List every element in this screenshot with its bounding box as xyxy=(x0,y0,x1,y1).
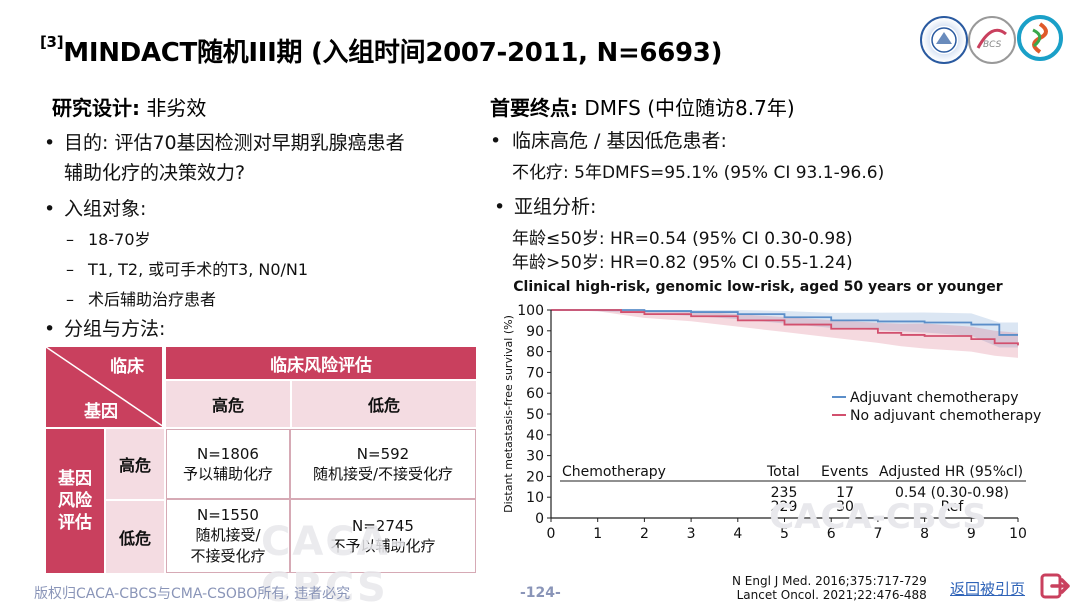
risk-table-header: Total xyxy=(766,464,800,480)
endpoint-heading: 首要终点: DMFS (中位随访8.7年) xyxy=(490,92,795,121)
svg-text:BCS: BCS xyxy=(983,40,1002,50)
enroll-bullet: • 入组对象: xyxy=(44,198,147,220)
ci-band xyxy=(551,310,1018,348)
spiral-logo xyxy=(1016,14,1063,61)
corner-label-genomic: 基因 xyxy=(84,402,118,422)
references: N Engl J Med. 2016;375:717-729 Lancet On… xyxy=(732,574,927,602)
purpose-line2: 辅助化疗的决策效力? xyxy=(64,162,246,184)
risk-table-events: 30 xyxy=(836,499,854,515)
cell-low-low: N=2745 不予以辅助化疗 xyxy=(290,499,476,573)
row-header-low: 低危 xyxy=(106,501,164,573)
legend-label: No adjuvant chemotherapy xyxy=(850,408,1041,424)
x-tick-label: 3 xyxy=(687,526,696,542)
series-line-no-chemo xyxy=(551,309,1019,346)
x-tick-label: 9 xyxy=(967,526,976,542)
reference-2: Lancet Oncol. 2021;22:476-488 xyxy=(736,588,927,602)
table-corner: 临床 基因 xyxy=(46,347,164,427)
y-tick-label: 90 xyxy=(526,324,544,340)
endpoint-label: 首要终点: xyxy=(490,96,578,120)
list-item: – T1, T2, 或可手术的T3, N0/N1 xyxy=(66,260,309,279)
slide-title: [3]MINDACT随机III期 (入组时间2007-2011, N=6693) xyxy=(40,32,722,69)
x-tick-label: 5 xyxy=(780,526,789,542)
b1-label: 临床高危 / 基因低危患者: xyxy=(512,130,727,152)
y-tick-label: 50 xyxy=(526,407,544,423)
enroll-list: –18-70岁 – T1, T2, 或可手术的T3, N0/N1 – 术后辅助治疗患… xyxy=(66,227,466,313)
x-tick-label: 1 xyxy=(593,526,602,542)
x-tick-label: 0 xyxy=(547,526,556,542)
b2-line2: 年龄>50岁: HR=0.82 (95% CI 0.55-1.24) xyxy=(512,253,853,273)
y-tick-label: 10 xyxy=(526,490,544,506)
risk-table-events: 17 xyxy=(836,485,854,501)
cell-high-high: N=1806 予以辅助化疗 xyxy=(166,429,290,499)
title-text: MINDACT随机III期 (入组时间2007-2011, N=6693) xyxy=(63,38,723,68)
y-tick-label: 40 xyxy=(526,428,544,444)
b2-bullet: • 亚组分析: xyxy=(494,196,597,218)
back-link[interactable]: 返回被引页 xyxy=(950,580,1026,598)
chart-title: Clinical high-risk, genomic low-risk, ag… xyxy=(513,279,1003,295)
risk-table-header: Chemotherapy xyxy=(562,464,666,480)
y-tick-label: 80 xyxy=(526,345,544,361)
x-tick-label: 6 xyxy=(827,526,836,542)
purpose-line1: 目的: 评估70基因检测对早期乳腺癌患者 xyxy=(64,132,405,154)
exit-arrow-icon[interactable] xyxy=(1040,572,1072,600)
table-watermark: CACA-CBCS xyxy=(261,519,409,611)
risk-table-total: 235 xyxy=(771,485,798,501)
x-tick-label: 8 xyxy=(920,526,929,542)
group-bullet: • 分组与方法: xyxy=(44,318,166,340)
design-value: 非劣效 xyxy=(140,96,207,120)
bcs-logo: BCS xyxy=(968,16,1016,64)
page-number: -124- xyxy=(520,585,561,601)
y-tick-label: 70 xyxy=(526,365,544,381)
x-tick-label: 2 xyxy=(640,526,649,542)
copyright-text: 版权归CACA-CBCS与CMA-CSOBO所有, 违者必究 xyxy=(34,586,351,602)
y-tick-label: 100 xyxy=(517,303,544,319)
risk-table-hr: Ref xyxy=(941,499,965,515)
row-group-genomic-risk: 基因 风险 评估 xyxy=(46,429,104,573)
list-item: –18-70岁 xyxy=(66,230,151,249)
title-citation: [3] xyxy=(40,33,64,52)
risk-table-header: Events xyxy=(821,464,868,480)
group-label: 分组与方法: xyxy=(64,318,166,340)
row-header-high: 高危 xyxy=(106,429,164,499)
b2-label: 亚组分析: xyxy=(514,196,597,218)
legend-label: Adjuvant chemotherapy xyxy=(850,390,1019,406)
reference-1: N Engl J Med. 2016;375:717-729 xyxy=(732,574,927,588)
y-tick-label: 0 xyxy=(535,511,544,527)
col-header-low: 低危 xyxy=(292,381,476,427)
x-tick-label: 10 xyxy=(1009,526,1027,542)
endpoint-value: DMFS (中位随访8.7年) xyxy=(578,96,795,120)
cell-genomic-high-clinical-low: N=592 随机接受/不接受化疗 xyxy=(290,429,476,499)
logo-group: BCS xyxy=(920,14,1063,64)
col-header-high: 高危 xyxy=(166,381,290,427)
risk-table-hr: 0.54 (0.30-0.98) xyxy=(895,485,1009,501)
enroll-label: 入组对象: xyxy=(64,198,147,220)
b2-line1: 年龄≤50岁: HR=0.54 (95% CI 0.30-0.98) xyxy=(512,229,853,249)
km-chart: Clinical high-risk, genomic low-risk, ag… xyxy=(502,279,1041,542)
corner-label-clinical: 临床 xyxy=(110,357,144,377)
design-heading: 研究设计: 非劣效 xyxy=(52,92,206,121)
chart-ylabel: Distant metastasis-free survival (%) xyxy=(502,315,515,513)
b1-bullet: • 临床高危 / 基因低危患者: xyxy=(490,130,727,152)
ci-band xyxy=(551,310,1018,358)
design-table: 临床 基因 临床风险评估 高危 低危 基因 风险 评估 高危 低危 N=1806… xyxy=(46,347,476,611)
x-tick-label: 4 xyxy=(733,526,742,542)
chart-watermark: CACA-CBCS xyxy=(769,497,987,537)
risk-table-total: 229 xyxy=(771,499,798,515)
table-header-clinical-risk: 临床风险评估 xyxy=(166,347,476,379)
list-item: – 术后辅助治疗患者 xyxy=(66,290,217,309)
y-tick-label: 30 xyxy=(526,449,544,465)
x-tick-label: 7 xyxy=(873,526,882,542)
purpose-bullet: • 目的: 评估70基因检测对早期乳腺癌患者 辅助化疗的决策效力? xyxy=(44,128,484,188)
series-line-chemo xyxy=(551,309,1018,336)
risk-table-header: Adjusted HR (95%cl) xyxy=(879,464,1023,480)
y-tick-label: 60 xyxy=(526,386,544,402)
b1-detail: 不化疗: 5年DMFS=95.1% (95% CI 93.1-96.6) xyxy=(512,163,885,183)
y-tick-label: 20 xyxy=(526,469,544,485)
association-seal-logo xyxy=(920,16,968,64)
design-label: 研究设计: xyxy=(52,96,140,120)
cell-genomic-low-clinical-high: N=1550 随机接受/不接受化疗 xyxy=(166,499,290,573)
